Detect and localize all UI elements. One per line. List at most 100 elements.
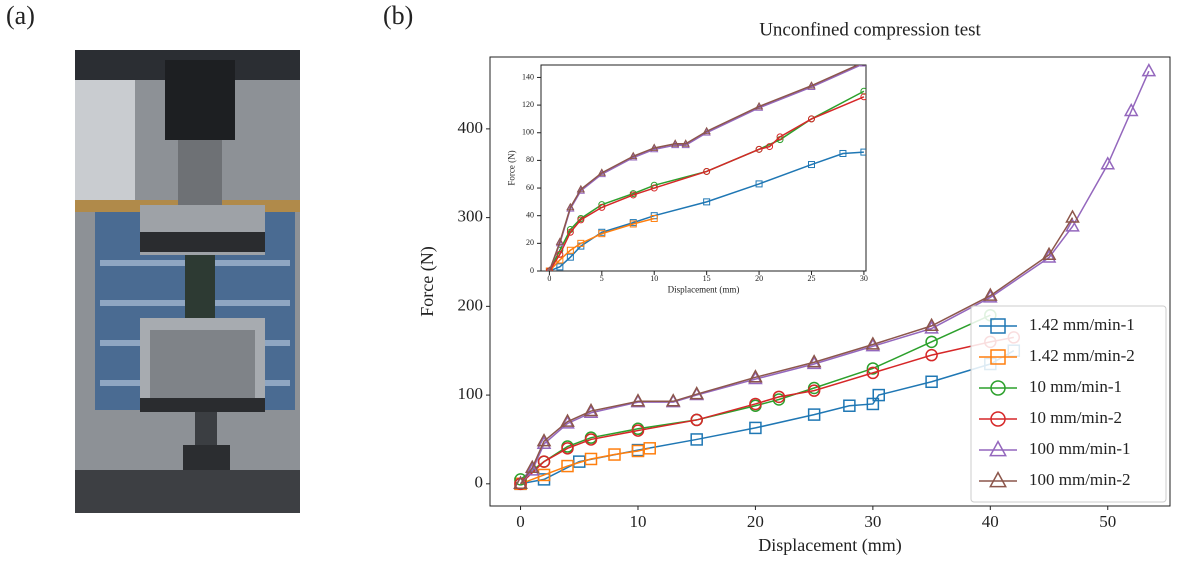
x-tick-label: 40 — [982, 512, 999, 531]
marker — [650, 143, 659, 151]
legend-label: 1.42 mm/min-1 — [1029, 315, 1135, 334]
series-line — [548, 65, 860, 271]
marker — [925, 335, 938, 349]
marker — [566, 202, 575, 211]
marker — [555, 237, 565, 245]
marker — [536, 433, 552, 447]
marker — [748, 369, 763, 383]
marker — [690, 413, 703, 427]
marker — [1065, 209, 1080, 223]
y-tick-label: 100 — [522, 128, 534, 137]
marker — [866, 366, 880, 380]
marker — [556, 250, 564, 258]
legend-label: 100 mm/min-2 — [1029, 470, 1131, 489]
x-tick-label: 30 — [860, 274, 868, 283]
marker — [807, 115, 815, 123]
x-tick-label: 10 — [629, 512, 646, 531]
marker — [629, 220, 637, 228]
x-tick-label: 0 — [547, 274, 551, 283]
marker — [755, 180, 763, 188]
marker — [839, 149, 847, 157]
marker — [536, 435, 552, 450]
photo — [75, 50, 300, 513]
x-tick-label: 25 — [807, 274, 815, 283]
marker — [989, 471, 1007, 488]
marker — [989, 440, 1007, 457]
marker — [925, 375, 938, 389]
marker — [555, 238, 565, 247]
marker — [990, 380, 1006, 396]
marker — [566, 228, 574, 236]
marker — [629, 151, 638, 160]
marker — [643, 442, 656, 455]
marker — [566, 246, 574, 254]
marker — [650, 214, 658, 222]
marker — [597, 168, 606, 176]
marker — [749, 397, 762, 411]
series-group — [545, 65, 866, 271]
marker — [681, 140, 690, 149]
marker — [584, 452, 598, 466]
marker — [924, 317, 939, 332]
x-axis-label: Displacement (mm) — [668, 284, 740, 294]
marker — [872, 388, 885, 402]
y-tick-label: 400 — [458, 118, 484, 137]
marker — [702, 126, 711, 135]
legend-label: 10 mm/min-1 — [1029, 377, 1122, 396]
marker — [982, 289, 998, 303]
marker — [561, 459, 574, 473]
marker — [629, 191, 637, 199]
marker — [560, 413, 575, 427]
x-tick-label: 0 — [516, 512, 525, 531]
marker — [925, 348, 938, 362]
marker — [843, 399, 856, 412]
marker — [859, 65, 866, 67]
y-tick-label: 100 — [458, 384, 484, 403]
marker — [982, 287, 998, 301]
marker — [560, 415, 575, 429]
legend-label: 100 mm/min-1 — [1029, 439, 1131, 458]
inset-chart: 0 5 10 15 20 25 30 0 20 40 60 80 100 120 140 Displaceme… — [506, 64, 868, 294]
legend-label: 1.42 mm/min-2 — [1029, 346, 1135, 365]
y-tick-label: 0 — [475, 473, 484, 492]
x-tick-label: 20 — [747, 512, 764, 531]
legend-box — [970, 305, 1167, 503]
marker — [631, 424, 645, 437]
marker — [990, 411, 1006, 427]
marker — [584, 433, 598, 446]
marker — [1141, 63, 1157, 77]
marker — [583, 402, 599, 417]
marker — [598, 203, 606, 211]
series-line — [519, 70, 1150, 485]
series-line — [548, 217, 655, 271]
marker — [865, 336, 881, 350]
y-tick-label: 300 — [458, 207, 484, 226]
series-line — [548, 96, 865, 271]
marker — [703, 198, 711, 206]
marker — [703, 167, 711, 175]
x-tick-label: 30 — [864, 512, 881, 531]
marker — [772, 390, 786, 404]
marker — [690, 433, 703, 446]
marker — [665, 393, 681, 407]
marker — [546, 266, 552, 271]
series-line — [520, 314, 991, 480]
y-tick-label: 200 — [458, 295, 484, 314]
x-tick-label: 10 — [650, 274, 658, 283]
marker — [576, 186, 585, 194]
y-tick-label: 140 — [522, 72, 534, 81]
marker — [866, 362, 880, 375]
panel-label: (b) — [383, 1, 413, 30]
chart-title: Unconfined compression test — [759, 19, 981, 40]
marker — [766, 143, 774, 151]
x-tick-label: 20 — [755, 274, 763, 283]
marker — [681, 139, 690, 147]
marker — [524, 459, 540, 473]
series-line — [520, 350, 1015, 485]
y-axis-label: Force (N) — [506, 150, 516, 185]
marker — [1041, 246, 1057, 261]
x-tick-label: 50 — [1099, 512, 1116, 531]
x-tick-label: 5 — [600, 274, 604, 283]
y-tick-label: 40 — [526, 211, 534, 220]
